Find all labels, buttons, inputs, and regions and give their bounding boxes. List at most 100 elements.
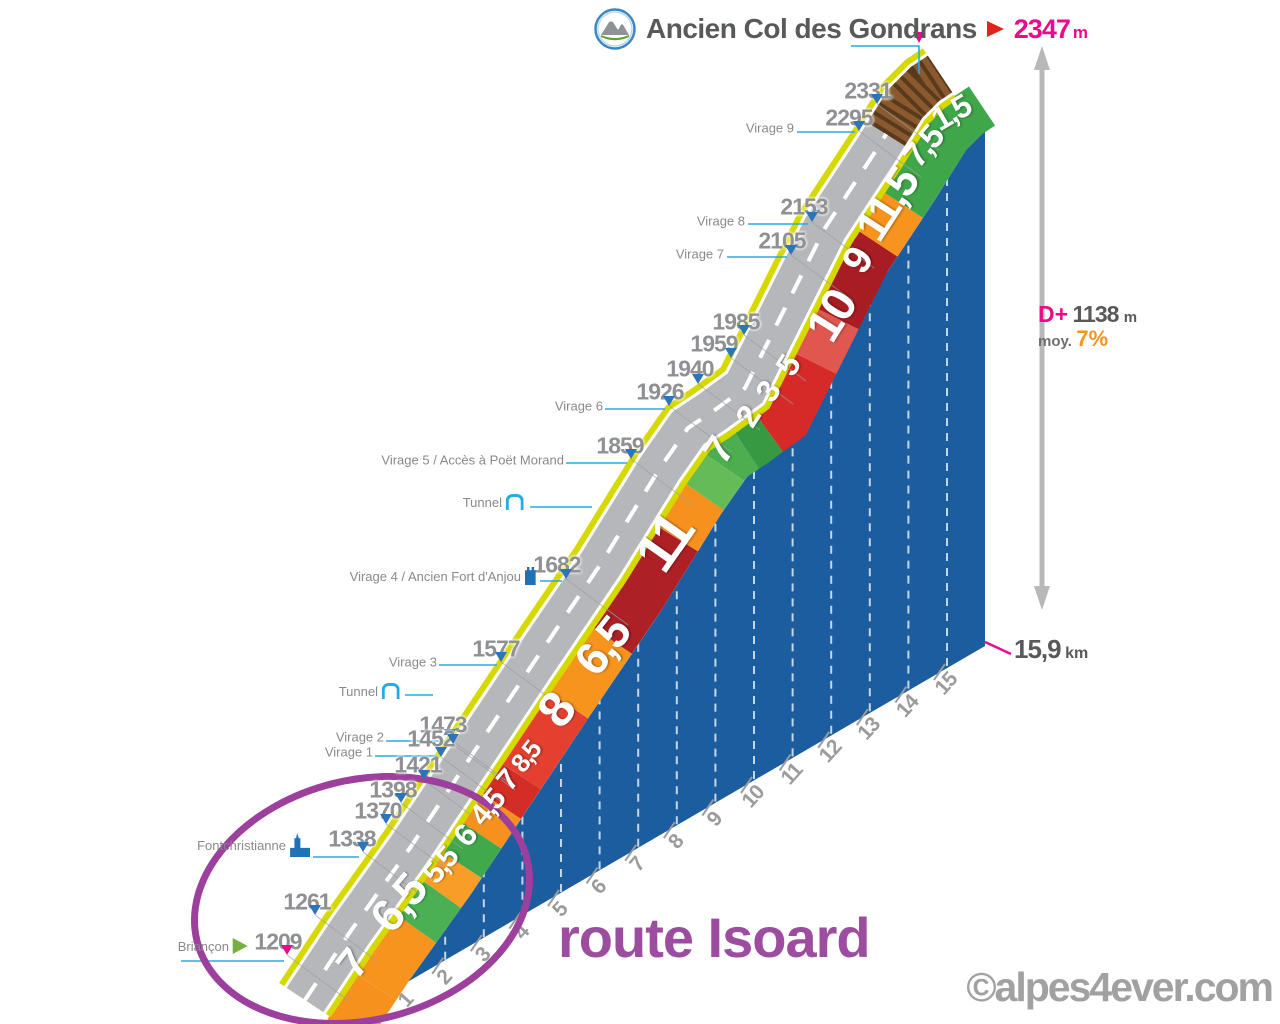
km-tick-label: 7: [625, 853, 649, 877]
poi-label-text: Virage 3: [388, 654, 437, 670]
poi-label: Virage 4 / Ancien Fort d'Anjou: [350, 567, 536, 585]
segment-boundary-line: [440, 756, 504, 804]
segment-boundary-line: [362, 851, 426, 899]
elevation-arrow-bottom: [1034, 586, 1050, 610]
km-tick: [585, 866, 599, 884]
gravel-hatching: [867, 55, 953, 146]
poi-label-text: Virage 9: [745, 120, 794, 136]
summit-marker: [913, 32, 925, 43]
fort-icon: [525, 567, 536, 585]
km-tick-label: 9: [702, 807, 726, 831]
waypoint-marker: [495, 652, 507, 662]
segment-boundary-line: [565, 578, 629, 626]
poi-label-text: Fontchristianne: [197, 837, 286, 853]
watermark: ©alpes4ever.com: [966, 964, 1274, 1010]
summit-altitude-value: 2347: [1013, 13, 1071, 44]
segment-boundary-line: [423, 779, 487, 827]
altitude-label: 1940: [666, 355, 714, 382]
total-distance: 15,9 km: [1014, 634, 1088, 665]
gradient-segment: [481, 763, 541, 819]
waypoint-marker: [692, 374, 704, 384]
segment-boundary-line: [790, 254, 854, 302]
segment-boundary-line: [400, 802, 464, 850]
km-tick: [894, 686, 908, 704]
gradient-segment: [327, 974, 397, 1024]
poi-label: Tunnel: [463, 494, 524, 510]
waypoint-marker: [281, 945, 293, 955]
segment-boundary-line: [876, 103, 940, 151]
altitude-label: 2105: [758, 227, 806, 254]
altitude-label: 2295: [825, 104, 873, 131]
km-tick-label: 2: [432, 966, 456, 990]
flag-green-icon: [233, 938, 248, 954]
poi-label: Virage 6: [555, 399, 603, 414]
waypoint-marker: [380, 814, 392, 824]
segment-boundary-line: [668, 405, 732, 453]
km-tick: [508, 912, 522, 930]
average-gradient-value: 7%: [1076, 326, 1109, 352]
poi-label: Virage 3: [389, 655, 437, 670]
km-tick: [624, 844, 638, 862]
poi-label: Virage 8: [697, 214, 745, 229]
km-tick: [778, 753, 792, 771]
gradient-segment: [422, 852, 482, 908]
poi-label-text: Briançon: [177, 938, 229, 954]
waypoint-marker: [418, 770, 430, 780]
km-tick: [547, 889, 560, 907]
km-tick: [740, 776, 753, 794]
km-tick: [469, 934, 483, 952]
waypoint-marker: [725, 348, 737, 358]
poi-label: Fontchristianne: [197, 833, 310, 857]
summit-altitude-unit: m: [1072, 22, 1088, 42]
header: Ancien Col des Gondrans 2347 m: [594, 8, 1088, 50]
poi-label-text: Virage 6: [554, 398, 603, 414]
poi-label-text: Tunnel: [462, 494, 502, 510]
km-tick-label: 8: [664, 829, 689, 853]
km-tick: [701, 799, 715, 817]
gradient-segment: [685, 454, 744, 511]
gradient-segment: [883, 86, 996, 218]
waypoint-marker: [435, 747, 447, 757]
elevation-gain-value: 1138 m: [1072, 301, 1138, 327]
gradient-segment: [794, 308, 859, 374]
elevation-arrow-top: [1034, 46, 1050, 70]
poi-label-text: Virage 8: [696, 213, 745, 229]
waypoint-marker: [560, 569, 572, 579]
poi-label: Tunnel: [339, 683, 400, 699]
altitude-label: 1398: [369, 776, 417, 803]
waypoint-marker: [738, 325, 750, 335]
poi-label: Virage 2: [336, 730, 384, 745]
altitude-label: 1682: [533, 551, 581, 578]
gradient-segment: [592, 526, 698, 654]
altitude-label: 2153: [780, 193, 828, 220]
gradient-segment: [548, 627, 632, 719]
gradient-segment: [705, 429, 760, 482]
waypoint-marker: [663, 396, 675, 406]
altitude-label: 1926: [636, 378, 684, 405]
average-gradient-label: moy.: [1038, 333, 1072, 351]
poi-label-text: Virage 1: [324, 744, 373, 760]
total-distance-unit: km: [1065, 645, 1089, 662]
road-center-line: [303, 133, 888, 1002]
waypoint-marker: [853, 121, 865, 131]
tunnel-icon: [382, 683, 400, 699]
gradient-segment: [816, 230, 898, 330]
highlight-ellipse: [191, 773, 533, 1024]
tunnel-icon: [506, 494, 524, 510]
altitude-label: 1985: [712, 308, 760, 335]
waypoint-marker: [309, 905, 321, 915]
waypoint-marker: [395, 793, 407, 803]
km-tick: [662, 821, 676, 839]
segment-boundary-line: [743, 334, 807, 382]
km-tick: [855, 708, 869, 726]
gradient-segment: [442, 822, 502, 879]
mountain-badge-icon: [594, 8, 636, 50]
climb-title: Ancien Col des Gondrans: [646, 13, 977, 44]
summit-leader-line: [851, 45, 920, 74]
poi-label: Briançon: [178, 938, 248, 954]
poi-label-text: Tunnel: [338, 683, 378, 699]
poi-label: Virage 5 / Accès à Poët Morand: [381, 453, 564, 468]
summit-altitude: 2347 m: [1013, 13, 1088, 45]
poi-label: Virage 7: [676, 247, 724, 262]
